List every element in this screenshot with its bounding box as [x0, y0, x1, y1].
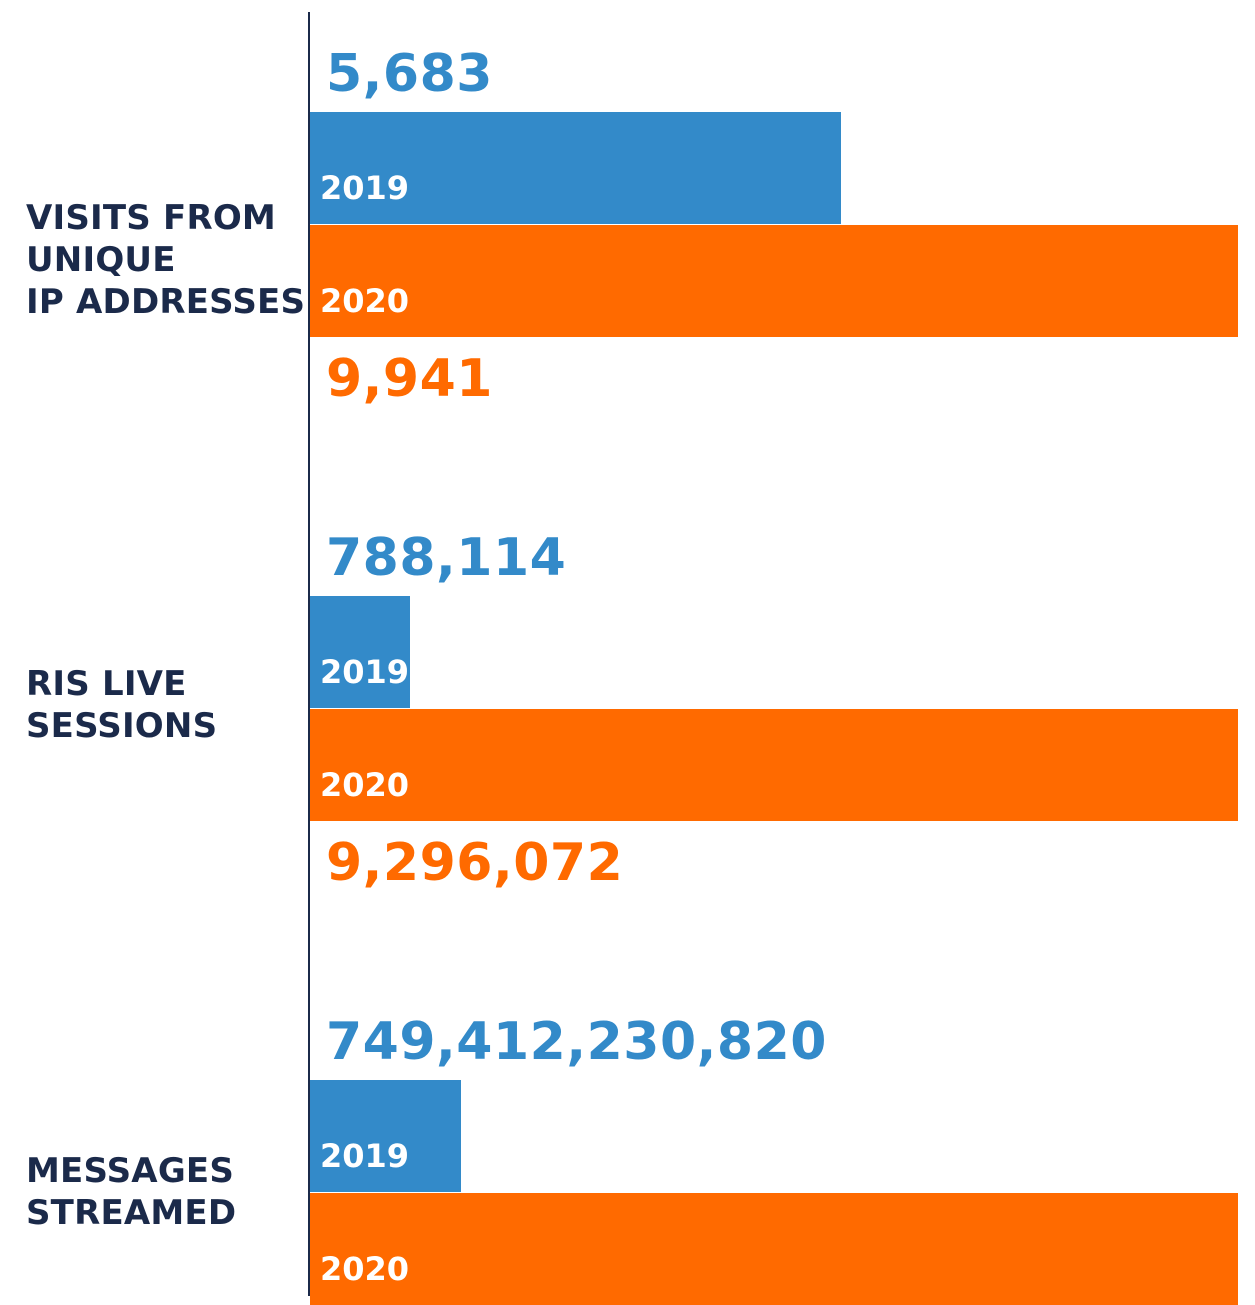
- bar-2019: 2019: [310, 112, 841, 224]
- category-label: MESSAGES STREAMED: [26, 1151, 237, 1233]
- bar-year-label: 2020: [320, 766, 410, 804]
- y-axis-line: [308, 12, 310, 1296]
- bar-2019: 2019: [310, 1080, 461, 1192]
- bar-2020: 2020: [310, 225, 1238, 337]
- bar-year-label: 2019: [320, 169, 410, 207]
- bar-year-label: 2019: [320, 653, 410, 691]
- bar-year-label: 2020: [320, 1250, 410, 1288]
- value-label-2019: 5,683: [326, 44, 493, 104]
- value-label-2019: 749,412,230,820: [326, 1012, 827, 1072]
- value-label-2020: 9,941: [326, 349, 493, 409]
- bar-2020: 2020: [310, 709, 1238, 821]
- category-label: RIS LIVE SESSIONS: [26, 664, 218, 746]
- value-label-2020: 9,296,072: [326, 833, 624, 893]
- bar-year-label: 2020: [320, 282, 410, 320]
- bar-2019: 2019: [310, 596, 410, 708]
- bar-year-label: 2019: [320, 1137, 410, 1175]
- value-label-2019: 788,114: [326, 528, 567, 588]
- bar-2020: 2020: [310, 1193, 1238, 1305]
- category-label: VISITS FROM UNIQUE IP ADDRESSES: [26, 198, 306, 322]
